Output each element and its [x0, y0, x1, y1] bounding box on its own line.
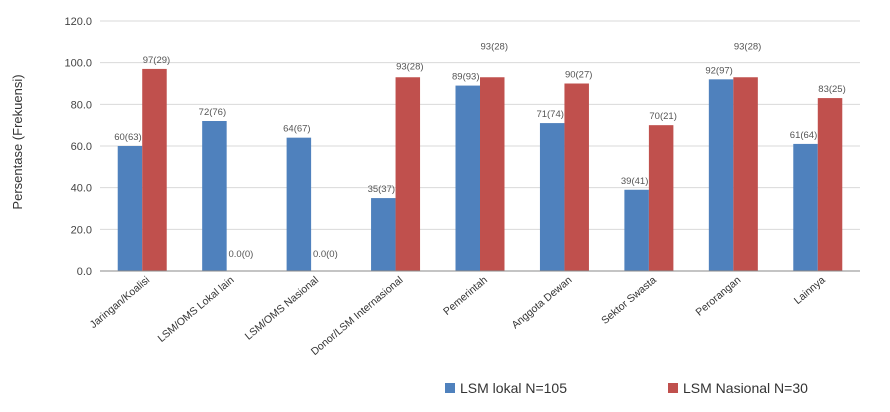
bar-lsm-nasional [817, 98, 843, 271]
bar-lsm-lokal [455, 85, 480, 271]
y-tick-label: 120.0 [64, 16, 92, 28]
data-label: 0.0(0) [229, 249, 254, 260]
data-label: 70(21) [649, 111, 676, 122]
x-axis-categories: Jaringan/Koalisi LSM/OMS Lokal lain LSM/OM… [88, 274, 828, 358]
data-label: 0.0(0) [313, 249, 338, 260]
data-labels: 60(63) 97(29) 72(76) 0.0(0) 64(67) 0.0(0) 35(3… [114, 41, 846, 260]
bar-lsm-lokal [371, 198, 396, 271]
data-label: 93(28) [481, 41, 508, 52]
data-label: 93(28) [396, 61, 423, 72]
x-category-label: Anggota Dewan [509, 274, 574, 331]
bar-lsm-lokal [286, 137, 312, 271]
data-label: 64(67) [283, 124, 310, 135]
x-category-label: Pemerintah [441, 274, 490, 318]
y-tick-label: 40.0 [71, 183, 92, 195]
data-label: 61(64) [790, 130, 817, 141]
bar-lsm-nasional [395, 77, 421, 271]
data-label: 60(63) [114, 132, 141, 143]
data-label: 89(93) [452, 72, 479, 83]
y-tick-label: 100.0 [64, 58, 92, 70]
data-label: 83(25) [818, 84, 845, 95]
y-tick-label: 80.0 [71, 99, 92, 111]
bar-lsm-nasional [142, 68, 167, 272]
bar-lsm-lokal [117, 146, 143, 271]
data-label: 92(97) [705, 65, 732, 76]
data-label: 97(29) [143, 55, 170, 66]
y-axis-label: Persentase (Frekuensi) [10, 74, 25, 209]
x-category-label: Donor/LSM Internasional [309, 274, 406, 358]
data-label: 71(74) [536, 109, 563, 120]
data-label: 72(76) [199, 107, 226, 118]
bar-lsm-nasional [733, 77, 758, 271]
y-tick-label: 20.0 [71, 224, 92, 236]
x-category-label: Lainnya [792, 274, 828, 307]
legend-label: LSM lokal N=105 [460, 380, 567, 396]
bar-lsm-lokal [624, 189, 649, 271]
bar-lsm-lokal [708, 79, 734, 271]
x-category-label: Jaringan/Koalisi [88, 274, 153, 331]
bar-lsm-lokal [539, 123, 565, 271]
bar-lsm-lokal [202, 121, 227, 271]
legend: LSM lokal N=105 LSM Nasional N=30 [445, 380, 808, 396]
data-label: 90(27) [565, 70, 592, 81]
data-label: 35(37) [368, 184, 395, 195]
bars [117, 68, 843, 272]
bar-lsm-nasional [648, 125, 674, 272]
y-tick-label: 60.0 [71, 141, 92, 153]
x-category-label: Perorangan [694, 274, 744, 319]
legend-label: LSM Nasional N=30 [683, 380, 808, 396]
data-label: 93(28) [734, 41, 761, 52]
data-label: 39(41) [621, 176, 648, 187]
legend-swatch [445, 383, 455, 393]
bar-lsm-nasional [480, 77, 505, 271]
bar-lsm-nasional [564, 83, 589, 271]
y-tick-label: 0.0 [77, 266, 92, 278]
x-category-label: LSM/OMS Nasional [243, 274, 321, 342]
y-axis-ticks: 0.0 20.0 40.0 60.0 80.0 100.0 120.0 [64, 16, 92, 278]
bar-lsm-lokal [793, 143, 818, 271]
legend-swatch [668, 383, 678, 393]
x-category-label: Sektor Swasta [599, 274, 659, 327]
x-category-label: LSM/OMS Lokal lain [156, 274, 237, 345]
